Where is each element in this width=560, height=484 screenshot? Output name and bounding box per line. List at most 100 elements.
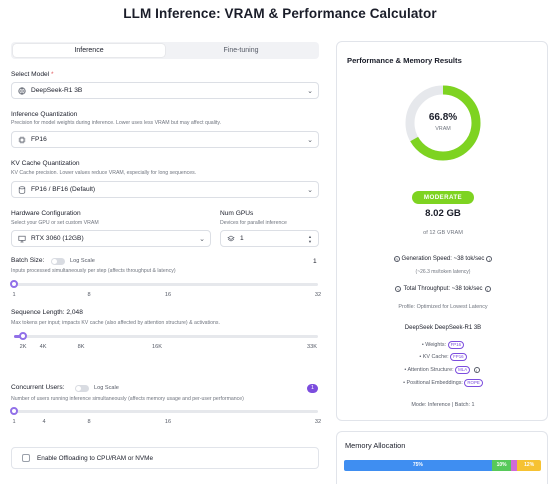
batch-value: 1 <box>313 258 317 265</box>
spec-attention: • Attention Structure: MLA i <box>337 366 549 374</box>
status-row: MODERATE <box>337 186 549 204</box>
weights-tag: FP16 <box>447 341 465 349</box>
slider-thumb[interactable] <box>19 332 27 340</box>
page-title: LLM Inference: VRAM & Performance Calcul… <box>123 6 437 21</box>
model-name: DeepSeek DeepSeek-R1 3B <box>404 325 482 331</box>
concurrent-label: Concurrent Users: <box>11 384 65 391</box>
concurrent-log-scale-toggle[interactable] <box>75 385 89 392</box>
concurrent-tick: 16 <box>164 419 172 425</box>
hardware-select[interactable]: RTX 3060 (12GB) ⌄ <box>11 230 211 247</box>
chevron-down-icon: ⌄ <box>307 187 313 194</box>
chevron-down-icon: ⌄ <box>199 236 205 243</box>
memory-segment: 10% <box>491 460 512 471</box>
model-value: DeepSeek-R1 3B <box>31 87 83 94</box>
batch-slider[interactable] <box>10 280 318 288</box>
gpus-value: 1 <box>240 235 244 242</box>
globe-icon <box>18 86 26 95</box>
tab-inference[interactable]: Inference <box>13 44 165 57</box>
monitor-icon <box>18 235 26 243</box>
results-card: Performance & Memory Results 66.8% VRAM … <box>336 41 548 421</box>
slider-thumb[interactable] <box>10 407 18 415</box>
vram-used: 8.02 GB <box>425 208 461 219</box>
spec-weights: • Weights: FP16 <box>337 341 549 349</box>
batch-log-scale-toggle[interactable] <box>51 258 65 265</box>
hardware-label: Hardware Configuration <box>11 210 81 217</box>
seq-tick: 16K <box>152 344 162 350</box>
batch-ticks: 1 8 16 32 <box>12 292 322 300</box>
kv-label: KV Cache Quantization <box>11 160 80 167</box>
activity-icon: ∿ <box>395 286 402 292</box>
memory-allocation-card: Memory Allocation 75% 10% 12% <box>336 431 548 484</box>
chevron-down-icon: ⌄ <box>307 88 313 95</box>
slider-fill <box>14 335 23 338</box>
seq-tick: 33K <box>307 344 317 350</box>
concurrent-tick: 4 <box>42 419 46 425</box>
info-icon[interactable]: i <box>484 286 491 292</box>
concurrent-tick: 8 <box>87 419 91 425</box>
spec-positional: • Positional Embeddings: ROPE <box>337 379 549 387</box>
info-icon[interactable]: i <box>473 367 480 373</box>
seq-label: Sequence Length: 2,048 <box>11 309 83 316</box>
model-label: Select Model * <box>11 71 54 78</box>
concurrent-value-badge: 1 <box>307 384 318 393</box>
clock-icon: ◷ <box>393 256 400 262</box>
kv-cache-tag: FP16 <box>450 353 467 361</box>
chevron-down-icon: ⌄ <box>307 137 313 144</box>
memory-segment: 75% <box>344 460 492 471</box>
hardware-hint: Select your GPU or set custom VRAM <box>11 220 99 226</box>
offload-label: Enable Offloading to CPU/RAM or NVMe <box>37 454 154 462</box>
seq-tick: 2K <box>19 344 27 350</box>
hardware-value: RTX 3060 (12GB) <box>31 235 84 242</box>
tab-fine-tuning[interactable]: Fine-tuning <box>223 47 259 54</box>
memory-segment: 12% <box>517 460 541 471</box>
batch-tick: 16 <box>164 292 172 298</box>
increment-icon[interactable]: ▲ <box>308 234 312 239</box>
spec-kv-cache: • KV Cache: FP16 <box>337 353 549 361</box>
concurrent-slider[interactable] <box>10 407 318 415</box>
model-select[interactable]: DeepSeek-R1 3B ⌄ <box>11 82 319 99</box>
concurrent-hint: Number of users running inference simult… <box>11 396 244 402</box>
concurrent-ticks: 1 4 8 16 32 <box>12 419 321 427</box>
quant-hint: Precision for model weights during infer… <box>11 120 221 126</box>
kv-hint: KV Cache precision. Lower values reduce … <box>11 170 197 176</box>
results-title: Performance & Memory Results <box>347 56 462 65</box>
concurrent-log-scale-label: Log Scale <box>94 385 119 391</box>
vram-gauge <box>405 85 481 161</box>
seq-tick: 8K <box>77 344 85 350</box>
generation-speed: Generation Speed: ~38 tok/sec <box>401 256 485 262</box>
info-icon[interactable]: i <box>486 256 493 262</box>
latency: (~26.3 ms/token latency) <box>415 269 471 275</box>
throughput-row: ∿ Total Throughput: ~38 tok/sec i <box>337 286 549 292</box>
gpus-hint: Devices for parallel inference <box>220 220 287 226</box>
seq-tick: 4K <box>39 344 47 350</box>
memory-segment <box>511 460 518 471</box>
slider-thumb[interactable] <box>10 280 18 288</box>
kv-value: FP16 / BF16 (Default) <box>31 186 96 193</box>
generation-speed-row: ◷ Generation Speed: ~38 tok/sec i <box>337 256 549 262</box>
quant-select[interactable]: FP16 ⌄ <box>11 131 319 148</box>
gauge-arc <box>405 85 481 161</box>
attention-tag: MLA <box>455 366 471 374</box>
seq-slider[interactable] <box>14 332 318 340</box>
mode-tabs: Inference Fine-tuning <box>11 42 319 59</box>
memory-allocation-title: Memory Allocation <box>345 441 406 450</box>
decrement-icon[interactable]: ▼ <box>308 239 312 244</box>
memory-allocation-bar: 75% 10% 12% <box>344 460 541 471</box>
batch-tick: 32 <box>314 292 322 298</box>
positional-tag: ROPE <box>464 379 483 387</box>
vram-percent: 66.8% <box>428 112 458 123</box>
seq-hint: Max tokens per input; impacts KV cache (… <box>11 320 220 326</box>
vram-percent-sub: VRAM <box>435 126 451 132</box>
status-badge: MODERATE <box>411 191 475 204</box>
offload-option[interactable]: Enable Offloading to CPU/RAM or NVMe <box>11 447 319 469</box>
offload-checkbox[interactable] <box>22 454 30 462</box>
gpus-stepper[interactable]: 1 ▲ ▼ <box>220 230 319 247</box>
batch-hint: Inputs processed simultaneously per step… <box>11 268 176 274</box>
profile: Profile: Optimized for Lowest Latency <box>398 304 488 310</box>
batch-log-scale-label: Log Scale <box>70 258 95 264</box>
mode-summary: Mode: Inference | Batch: 1 <box>411 402 475 408</box>
chip-icon <box>18 136 26 144</box>
gpus-label: Num GPUs <box>220 210 254 217</box>
layers-icon <box>227 235 235 243</box>
kv-select[interactable]: FP16 / BF16 (Default) ⌄ <box>11 181 319 198</box>
